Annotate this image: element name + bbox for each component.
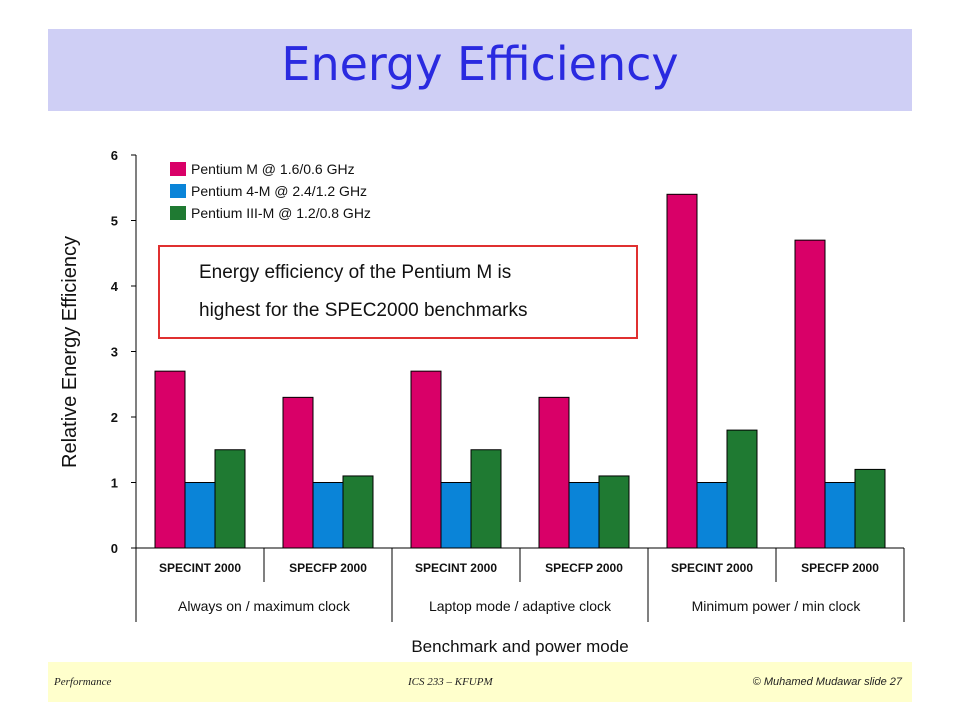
x-tick-label: SPECFP 2000: [289, 561, 367, 575]
title-band: Energy Efficiency: [48, 29, 912, 111]
bar: [214, 449, 246, 549]
footer-band: Performance ICS 233 – KFUPM © Muhamed Mu…: [48, 662, 912, 702]
bar: [726, 429, 758, 549]
bar: [598, 475, 630, 549]
bar: [312, 482, 344, 549]
bar: [824, 482, 856, 549]
bar: [184, 482, 216, 549]
x-labels: SPECINT 2000 SPECFP 2000 SPECINT 2000 SPECF…: [135, 548, 905, 622]
legend-swatch: [170, 184, 186, 198]
bar: [282, 396, 314, 549]
y-tick-label: 6: [111, 148, 118, 163]
bar: [470, 449, 502, 549]
footer-copyright: © Muhamed Mudawar slide 27: [752, 676, 902, 688]
legend-label: Pentium 4-M @ 2.4/1.2 GHz: [191, 183, 367, 199]
bar: [854, 468, 886, 549]
bar: [538, 396, 570, 549]
group-label: Minimum power / min clock: [692, 598, 862, 614]
legend: Pentium M @ 1.6/0.6 GHz Pentium 4-M @ 2.4…: [170, 161, 371, 221]
x-axis-label: Benchmark and power mode: [411, 637, 628, 656]
callout-box: [158, 245, 638, 339]
bar: [568, 482, 600, 549]
y-tick-label: 5: [111, 214, 118, 229]
x-tick-label: SPECINT 2000: [415, 561, 497, 575]
y-tick-label: 4: [111, 279, 119, 294]
callout-line-2: highest for the SPEC2000 benchmarks: [199, 300, 527, 321]
footer-section: Performance: [54, 676, 112, 688]
bar: [794, 239, 826, 549]
x-tick-label: SPECINT 2000: [159, 561, 241, 575]
x-tick-label: SPECINT 2000: [671, 561, 753, 575]
bar: [440, 482, 472, 549]
callout-line-1: Energy efficiency of the Pentium M is: [199, 262, 511, 283]
y-tick-label: 2: [111, 410, 118, 425]
bars: [154, 193, 886, 549]
legend-label: Pentium M @ 1.6/0.6 GHz: [191, 161, 355, 177]
bar: [696, 482, 728, 549]
bar: [666, 193, 698, 549]
group-label: Laptop mode / adaptive clock: [429, 598, 612, 614]
y-tick-label: 0: [111, 541, 118, 556]
bar: [154, 370, 186, 549]
legend-label: Pentium III-M @ 1.2/0.8 GHz: [191, 205, 371, 221]
y-tick-label: 3: [111, 345, 118, 360]
x-tick-label: SPECFP 2000: [545, 561, 623, 575]
slide-title: Energy Efficiency: [281, 37, 679, 91]
y-axis-label: Relative Energy Efficiency: [59, 236, 81, 468]
footer-course: ICS 233 – KFUPM: [408, 676, 493, 688]
y-ticks: 0 1 2 3 4 5 6: [111, 148, 136, 556]
group-label: Always on / maximum clock: [178, 598, 351, 614]
bar: [410, 370, 442, 549]
x-tick-label: SPECFP 2000: [801, 561, 879, 575]
y-tick-label: 1: [111, 476, 118, 491]
legend-swatch: [170, 206, 186, 220]
legend-swatch: [170, 162, 186, 176]
bar: [342, 475, 374, 549]
